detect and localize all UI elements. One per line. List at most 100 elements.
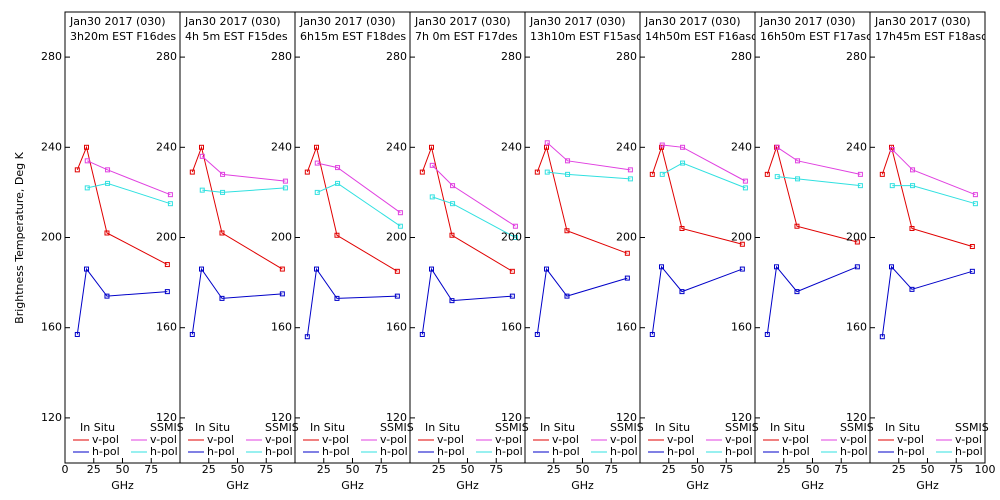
point-marker (279, 266, 285, 272)
panel-subtitle: 3h20m EST F16des (70, 30, 176, 43)
point-marker (394, 268, 400, 274)
point-marker (74, 167, 80, 173)
legend-group-title: In Situ (80, 421, 115, 434)
panel-subtitle: 16h50m EST F17asc (760, 30, 872, 43)
series-line (766, 265, 858, 335)
point-marker (889, 183, 895, 189)
x-tick-label: 50 (116, 463, 130, 476)
legend-label: v-pol (265, 433, 292, 446)
point-marker (314, 189, 320, 195)
series-line (651, 145, 743, 245)
point-marker (314, 266, 320, 272)
y-tick-label: 160 (731, 321, 752, 334)
y-tick-label: 120 (156, 411, 177, 424)
x-axis-label: GHz (916, 479, 939, 492)
point-marker (854, 264, 860, 270)
y-tick-label: 160 (41, 321, 62, 334)
series-line (76, 267, 168, 335)
point-marker (889, 264, 895, 270)
point-marker (84, 266, 90, 272)
panel-subtitle: 6h15m EST F18des (300, 30, 406, 43)
point-marker (512, 223, 518, 229)
point-marker (449, 232, 455, 238)
legend-label: h-pol (265, 445, 293, 458)
x-tick-label: 75 (949, 463, 963, 476)
x-tick-label: 50 (346, 463, 360, 476)
point-marker (512, 235, 518, 240)
series-line (87, 160, 171, 196)
panel-title: Jan30 2017 (030) (414, 15, 511, 28)
point-marker (774, 264, 780, 270)
x-axis-label: GHz (341, 479, 364, 492)
legend-group-title: SSMIS (955, 421, 989, 434)
point-marker (854, 239, 860, 245)
legend-label: h-pol (897, 445, 925, 458)
x-tick-label: 75 (374, 463, 388, 476)
point-marker (909, 225, 915, 231)
point-marker (220, 171, 226, 177)
legend-group-title: SSMIS (265, 421, 299, 434)
y-tick-label: 200 (41, 231, 62, 244)
legend-label: v-pol (667, 433, 694, 446)
point-marker (219, 230, 225, 236)
x-tick-label: 50 (921, 463, 935, 476)
series-line (201, 155, 286, 182)
legend-group-title: In Situ (425, 421, 460, 434)
x-tick-label: 25 (777, 463, 791, 476)
y-tick-label: 280 (731, 50, 752, 63)
panel: Jan30 2017 (030) 16h50m EST F17asc 120 160 2… (731, 11, 874, 492)
x-tick-label: 75 (144, 463, 158, 476)
y-tick-label: 160 (616, 321, 637, 334)
point-marker (199, 187, 205, 193)
legend-label: v-pol (897, 433, 924, 446)
x-tick-label: 25 (202, 463, 216, 476)
point-marker (774, 144, 780, 150)
x-axis-label: GHz (686, 479, 709, 492)
y-tick-label: 160 (156, 321, 177, 334)
legend-group-title: SSMIS (380, 421, 414, 434)
point-marker (742, 178, 748, 184)
point-marker (624, 275, 630, 281)
legend-group-title: SSMIS (495, 421, 529, 434)
y-tick-label: 280 (386, 50, 407, 63)
y-tick-label: 120 (501, 411, 522, 424)
point-marker (879, 334, 885, 340)
point-marker (649, 171, 655, 177)
point-marker (764, 171, 770, 177)
y-tick-label: 200 (616, 231, 637, 244)
series-line (421, 267, 513, 335)
point-marker (164, 262, 170, 268)
point-marker (314, 144, 320, 150)
point-marker (680, 144, 686, 150)
y-tick-label: 120 (616, 411, 637, 424)
y-tick-label: 240 (616, 140, 637, 153)
point-marker (509, 293, 515, 299)
panel-title: Jan30 2017 (030) (874, 15, 971, 28)
point-marker (450, 201, 456, 207)
panel-title: Jan30 2017 (030) (299, 15, 396, 28)
legend-label: v-pol (552, 433, 579, 446)
x-axis-label: GHz (111, 479, 134, 492)
point-marker (565, 171, 571, 177)
point-marker (429, 162, 435, 168)
legend-group-title: SSMIS (725, 421, 759, 434)
series-line (662, 144, 746, 182)
y-tick-label: 200 (731, 231, 752, 244)
point-marker (304, 334, 310, 340)
panel: Jan30 2017 (030) 7h 0m EST F17des 120 160 20… (386, 11, 529, 492)
panel: Jan30 2017 (030) 13h10m EST F15asc 120 160 2… (501, 11, 644, 492)
legend-label: v-pol (955, 433, 982, 446)
legend-label: h-pol (955, 445, 983, 458)
legend-label: v-pol (322, 433, 349, 446)
panel-frame (869, 11, 986, 464)
point-marker (105, 180, 111, 186)
point-marker (795, 158, 801, 164)
point-marker (627, 176, 633, 182)
point-marker (282, 178, 288, 184)
x-tick-label: 75 (834, 463, 848, 476)
series-line (202, 187, 286, 193)
x-axis-label: GHz (226, 479, 249, 492)
point-marker (659, 142, 665, 148)
legend-label: v-pol (495, 433, 522, 446)
point-marker (659, 264, 665, 270)
